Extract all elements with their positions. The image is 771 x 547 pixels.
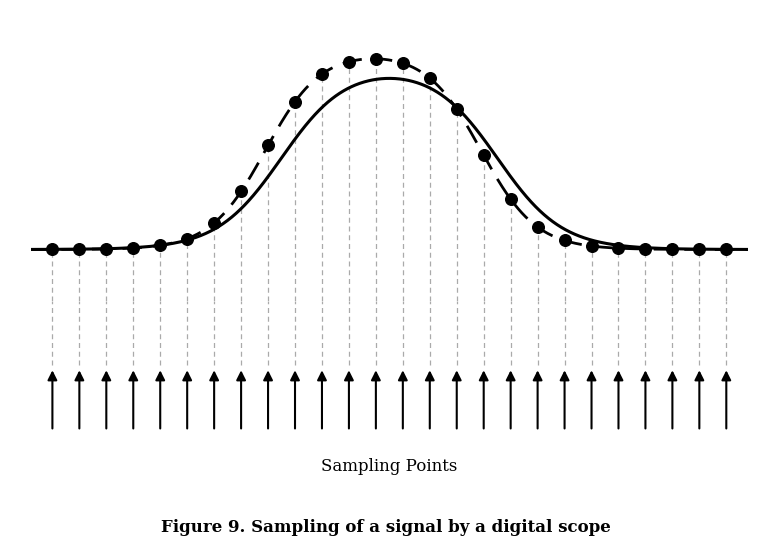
Point [585, 242, 598, 251]
Text: Figure 9. Sampling of a signal by a digital scope: Figure 9. Sampling of a signal by a digi… [160, 519, 611, 536]
Point [477, 151, 490, 160]
Point [531, 223, 544, 231]
Point [73, 245, 86, 254]
Point [639, 245, 651, 253]
Point [343, 57, 355, 66]
Point [127, 243, 140, 252]
Point [720, 245, 732, 254]
Point [558, 236, 571, 245]
Point [693, 245, 705, 254]
Point [262, 141, 274, 150]
Point [181, 234, 194, 243]
Point [46, 245, 59, 254]
Point [370, 54, 382, 63]
Point [666, 245, 678, 254]
Point [100, 245, 113, 253]
Point [504, 195, 517, 203]
Text: Sampling Points: Sampling Points [322, 458, 457, 475]
Point [450, 105, 463, 114]
Point [289, 97, 301, 106]
Point [235, 187, 247, 196]
Point [154, 241, 167, 249]
Point [316, 69, 328, 78]
Point [396, 59, 409, 68]
Point [612, 244, 625, 253]
Point [423, 74, 436, 83]
Point [208, 218, 221, 227]
